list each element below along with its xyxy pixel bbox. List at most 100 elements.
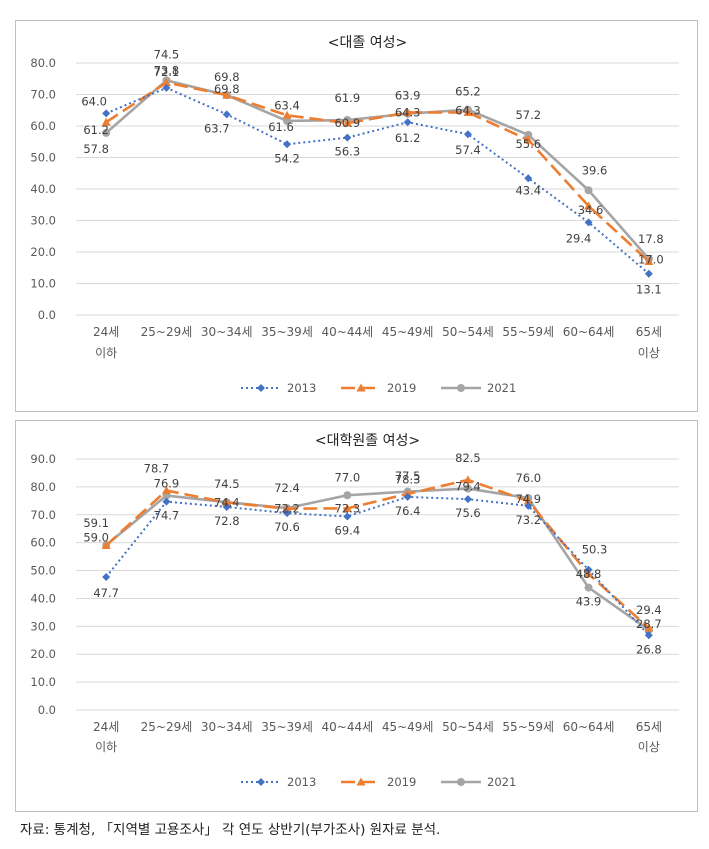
marker-2013	[524, 174, 533, 183]
x-tick-label: 65세	[636, 720, 662, 734]
x-tick-label: 45~49세	[382, 325, 434, 339]
data-label: 77.0	[335, 470, 361, 484]
y-tick-label: 70.0	[30, 88, 56, 102]
data-label: 74.5	[154, 47, 180, 61]
series-line-2019	[105, 81, 650, 263]
data-label: 63.4	[274, 98, 300, 112]
marker-2019	[644, 623, 654, 632]
y-tick-label: 30.0	[30, 214, 56, 228]
data-label: 70.6	[274, 520, 300, 534]
legend-marker-2021	[457, 778, 465, 786]
chart-panel-graduate: <대학원졸 여성> 0.0 10.0 20.0 30.0 40.0 50.0 60.0 70.0…	[15, 420, 698, 812]
data-label: 59.0	[83, 530, 109, 544]
data-label: 43.9	[576, 595, 602, 609]
marker-2019	[101, 117, 111, 126]
data-label: 64.0	[81, 94, 107, 108]
data-label: 76.4	[395, 504, 421, 518]
marker-2013	[463, 495, 472, 504]
marker-2013	[644, 631, 653, 640]
x-tick-label: 35~39세	[261, 325, 313, 339]
x-tick-label: 45~49세	[382, 720, 434, 734]
marker-2013	[222, 502, 231, 511]
data-label: 69.4	[335, 523, 361, 537]
data-label: 64.3	[455, 103, 481, 117]
data-label: 72.2	[274, 502, 300, 516]
source-note: 자료: 통계청, 「지역별 고용조사」 각 연도 상반기(부가조사) 원자료 분…	[20, 822, 441, 838]
data-label: 57.2	[515, 108, 541, 122]
legend-marker-2019	[356, 777, 366, 786]
data-label: 78.3	[395, 473, 421, 487]
data-label: 69.8	[214, 70, 240, 84]
y-tick-label: 60.0	[30, 536, 56, 550]
data-label: 61.9	[335, 91, 361, 105]
data-label: 39.6	[582, 163, 608, 177]
data-label: 78.7	[144, 462, 170, 476]
data-label: 50.3	[582, 543, 608, 557]
legend-label-2021: 2021	[487, 381, 516, 395]
x-tick-label: 30~34세	[201, 720, 253, 734]
data-label: 72.3	[335, 501, 361, 515]
x-tick-label: 35~39세	[261, 720, 313, 734]
data-label: 57.4	[455, 143, 481, 157]
y-tick-label: 60.0	[30, 119, 56, 133]
y-tick-label: 90.0	[30, 452, 56, 466]
series-line-2019	[105, 478, 650, 629]
marker-2019	[342, 118, 352, 127]
y-tick-label: 20.0	[30, 245, 56, 259]
data-label: 43.4	[515, 183, 541, 197]
legend-marker-2019	[356, 383, 366, 392]
marker-2013	[283, 509, 292, 518]
data-label: 55.6	[515, 137, 541, 151]
y-tick-label: 80.0	[30, 56, 56, 70]
line-chart-college: <대졸 여성> 0.0 10.0 20.0 30.0 40.0 50.0 60.0 70.0 80…	[30, 35, 679, 395]
series-line-2013	[105, 86, 650, 275]
y-tick-label: 0.0	[38, 703, 56, 717]
marker-2019	[463, 107, 473, 116]
data-label: 65.2	[455, 85, 481, 99]
data-label: 57.8	[83, 142, 109, 156]
y-tick-label: 40.0	[30, 182, 56, 196]
data-label: 75.6	[455, 506, 481, 520]
marker-2019	[282, 110, 292, 119]
marker-2019	[222, 498, 232, 507]
legend-marker-2013	[257, 778, 265, 786]
data-label: 17.0	[638, 252, 664, 266]
x-tick-label: 24세	[93, 720, 119, 734]
x-tick-label: 55~59세	[502, 325, 554, 339]
marker-2013	[102, 572, 111, 581]
marker-2019	[342, 503, 352, 512]
marker-2021	[463, 484, 472, 493]
x-tick-label: 24세	[93, 325, 119, 339]
marker-2013	[102, 109, 111, 118]
legend-label-2019: 2019	[387, 381, 416, 395]
data-label: 48.8	[576, 567, 602, 581]
y-tick-label: 30.0	[30, 619, 56, 633]
y-tick-label: 50.0	[30, 151, 56, 165]
data-label: 34.6	[578, 203, 604, 217]
data-label: 29.4	[566, 231, 592, 245]
marker-2019	[523, 135, 533, 144]
data-label: 13.1	[636, 283, 662, 297]
marker-2021	[102, 128, 111, 137]
marker-2019	[523, 496, 533, 505]
marker-2013	[584, 218, 593, 227]
legend-label-2013: 2013	[287, 381, 316, 395]
x-tick-label: 50~54세	[442, 720, 494, 734]
legend-marker-2013	[257, 384, 265, 392]
x-tick-label: 40~44세	[322, 720, 374, 734]
marker-2019	[644, 256, 654, 265]
y-tick-label: 70.0	[30, 508, 56, 522]
x-tick-label: 이하	[95, 346, 117, 360]
y-tick-label: 80.0	[30, 480, 56, 494]
y-tick-label: 10.0	[30, 277, 56, 291]
legend-label-2021: 2021	[487, 775, 516, 789]
chart-title: <대학원졸 여성>	[315, 433, 420, 449]
marker-2013	[283, 140, 292, 149]
data-label: 64.3	[395, 105, 421, 119]
marker-2019	[101, 540, 111, 549]
marker-2019	[282, 504, 292, 513]
marker-2013	[463, 130, 472, 139]
x-tick-label: 50~54세	[442, 325, 494, 339]
data-label: 79.4	[455, 480, 481, 494]
marker-2013	[644, 269, 653, 278]
